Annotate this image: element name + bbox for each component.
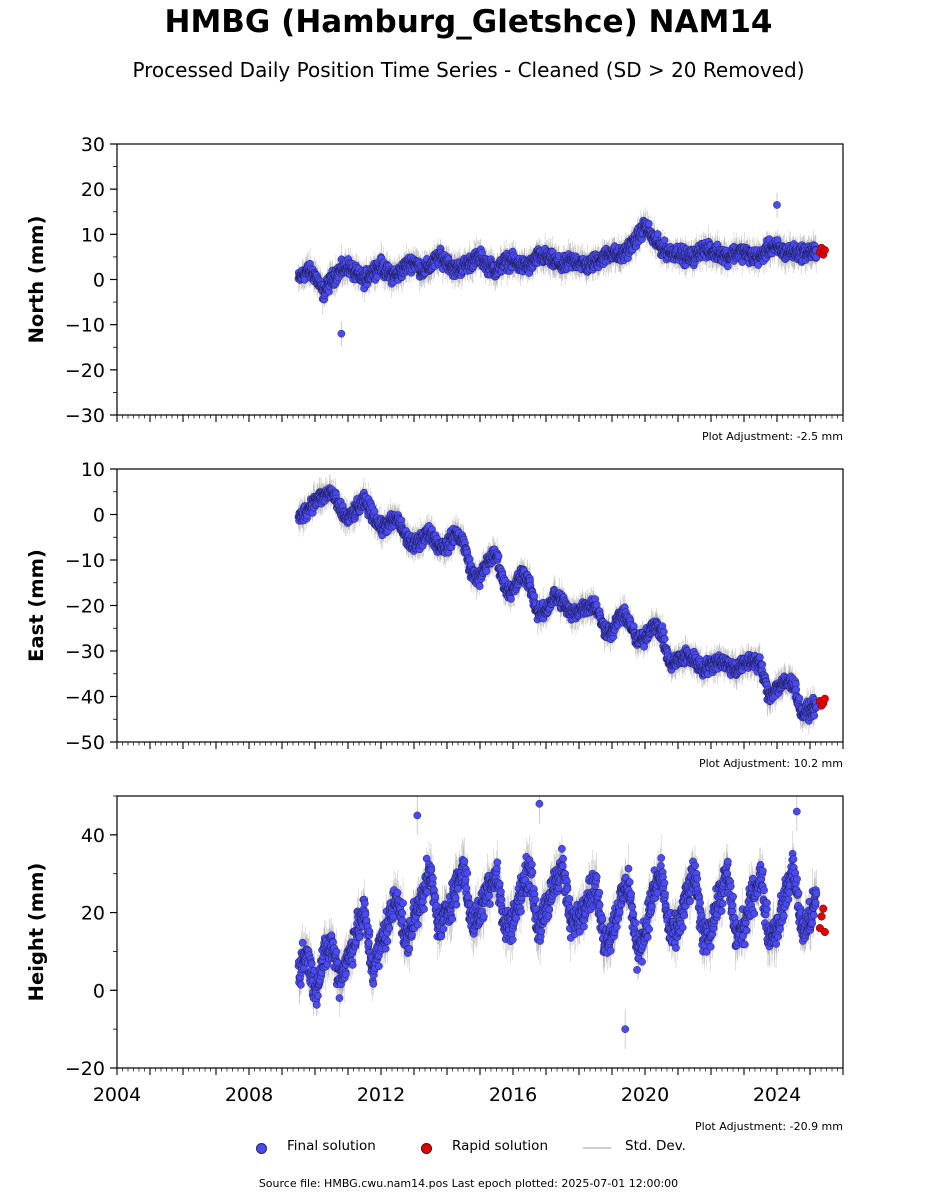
y-tick-label: 30 <box>81 134 105 156</box>
final-point <box>660 236 669 245</box>
y-tick-label: −10 <box>65 315 105 337</box>
panel-1: 30 20 10 0 −10 −20 −30 North (mm) Plot Adjustmen… <box>25 134 844 443</box>
y-axis-label: North (mm) <box>25 216 48 344</box>
plot-area <box>294 192 829 347</box>
final-point <box>644 219 653 228</box>
final-solution-points <box>294 201 821 338</box>
y-tick-label: −20 <box>65 360 105 382</box>
panel-frame <box>116 143 844 416</box>
rapid-solution-points <box>815 243 829 259</box>
final-point <box>653 230 662 238</box>
final-point-outlier <box>337 329 346 338</box>
final-point <box>723 262 732 271</box>
y-tick-label: 10 <box>81 224 105 246</box>
y-tick-label: −30 <box>65 405 105 427</box>
rapid-point <box>820 246 829 255</box>
y-tick-label: 0 <box>93 270 105 292</box>
plot-area <box>294 474 829 735</box>
chart-title: HMBG (Hamburg_Gletshce) NAM14 <box>164 4 773 40</box>
chart-subtitle: Processed Daily Position Time Series - C… <box>132 58 805 82</box>
plot-adjustment-label: Plot Adjustment: -2.5 mm <box>702 430 843 443</box>
y-tick-label: 20 <box>81 179 105 201</box>
final-point-outlier <box>773 201 781 209</box>
